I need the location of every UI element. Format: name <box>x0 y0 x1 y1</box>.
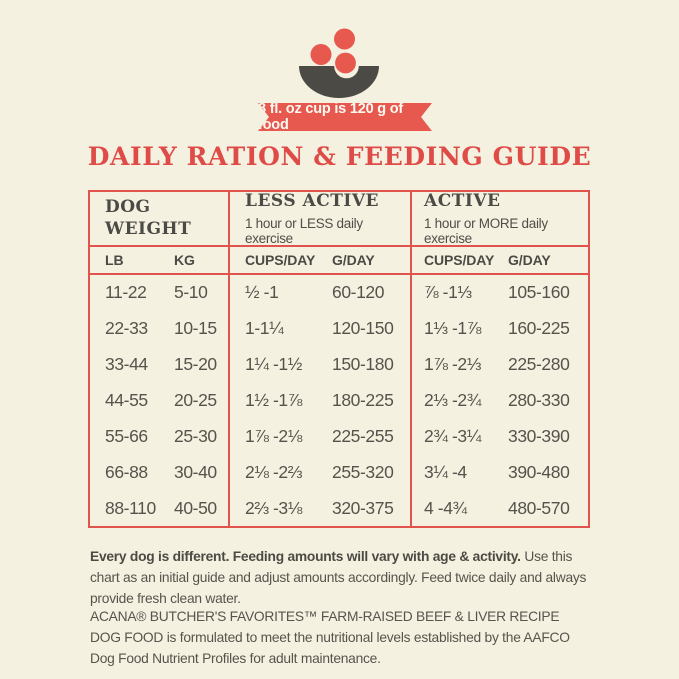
table-cell: 11-22 <box>105 282 147 303</box>
table-cell: 22-33 <box>105 318 148 339</box>
table-cell: 66-88 <box>105 461 148 482</box>
table-cell: 320-375 <box>332 497 394 518</box>
table-cell: 15-20 <box>174 354 217 375</box>
table-cell: ½ -1 <box>228 275 332 311</box>
table-cell: 225-280 <box>508 354 570 375</box>
table-cell: 1¼ -1½ <box>228 346 332 383</box>
table-cell: 1½ -1⅞ <box>228 382 332 419</box>
table-cell: 1-1¼ <box>228 310 332 347</box>
col-header-g-less: G/DAY <box>332 247 410 275</box>
table-cell: 88-110 <box>105 497 156 518</box>
table-cell: 20-25 <box>174 389 217 410</box>
table-cell: 25-30 <box>174 425 217 446</box>
table-cell: 5-10 <box>174 282 208 303</box>
dog-bowl-kibble-icon <box>299 28 379 98</box>
table-cell: ⅞ -1⅓ <box>410 275 508 311</box>
table-cell: 280-330 <box>508 389 570 410</box>
product-name: ACANA® BUTCHER'S FAVORITES™ FARM-RAISED … <box>90 609 560 645</box>
table-cell: 2⅛ -2⅔ <box>228 454 332 491</box>
col-header-cups-less: CUPS/DAY <box>228 247 332 275</box>
feeding-table: DOG WEIGHT LESS ACTIVE 1 hour or LESS da… <box>88 190 590 528</box>
col-group-less-active: LESS ACTIVE 1 hour or LESS daily exercis… <box>228 191 410 247</box>
table-cell: 1⅞ -2⅛ <box>228 418 332 455</box>
page-title: DAILY RATION & FEEDING GUIDE <box>87 142 592 171</box>
group-label: DOG WEIGHT <box>105 197 192 239</box>
cup-measure-ribbon: 8 fl. oz cup is 120 g of food <box>258 103 432 131</box>
table-cell: 480-570 <box>508 497 570 518</box>
table-cell: 160-225 <box>508 318 570 339</box>
feeding-advice-bold: Every dog is different. Feeding amounts … <box>90 549 521 564</box>
table-cell: 255-320 <box>332 461 394 482</box>
table-cell: 40-50 <box>174 497 217 518</box>
table-cell: 3¼ -4 <box>410 454 508 491</box>
group-label: ACTIVE <box>424 191 501 212</box>
aafco-statement-rest: is formulated to meet the nutritional le… <box>90 629 570 666</box>
table-cell: 2¾ -3¼ <box>410 418 508 455</box>
group-subtitle: 1 hour or MORE daily exercise <box>424 215 548 246</box>
aafco-statement: ACANA® BUTCHER'S FAVORITES™ FARM-RAISED … <box>90 607 591 670</box>
col-group-active: ACTIVE 1 hour or MORE daily exercise <box>410 191 588 247</box>
table-cell: 150-180 <box>332 354 394 375</box>
col-group-dog-weight: DOG WEIGHT <box>90 192 228 247</box>
table-cell: 330-390 <box>508 425 570 446</box>
table-cell: 30-40 <box>174 461 217 482</box>
col-header-g-active: G/DAY <box>508 247 588 275</box>
feeding-advice-note: Every dog is different. Feeding amounts … <box>90 547 591 610</box>
cup-measure-text: 8 fl. oz cup is 120 g of food <box>258 101 404 133</box>
table-cell: 2⅔ -3⅛ <box>228 490 332 526</box>
table-cell: 55-66 <box>105 425 148 446</box>
feeding-advice-rest: Use this chart as an initial guide and a… <box>90 549 587 606</box>
col-header-lb: LB <box>90 247 174 275</box>
group-label: LESS ACTIVE <box>245 191 379 212</box>
table-cell: 180-225 <box>332 389 394 410</box>
table-cell: 2⅓ -2¾ <box>410 382 508 419</box>
table-cell: 10-15 <box>174 318 217 339</box>
table-cell: 390-480 <box>508 461 570 482</box>
table-cell: 60-120 <box>332 282 385 303</box>
table-cell: 33-44 <box>105 354 148 375</box>
group-subtitle: 1 hour or LESS daily exercise <box>245 215 363 246</box>
table-cell: 225-255 <box>332 425 394 446</box>
table-cell: 4 -4¾ <box>410 490 508 526</box>
col-header-cups-active: CUPS/DAY <box>410 247 508 275</box>
col-header-kg: KG <box>174 247 228 275</box>
table-cell: 105-160 <box>508 282 570 303</box>
dog-bowl-icon <box>280 25 400 105</box>
table-cell: 44-55 <box>105 389 148 410</box>
table-cell: 1⅓ -1⅞ <box>410 310 508 347</box>
table-cell: 1⅞ -2⅓ <box>410 346 508 383</box>
table-cell: 120-150 <box>332 318 394 339</box>
